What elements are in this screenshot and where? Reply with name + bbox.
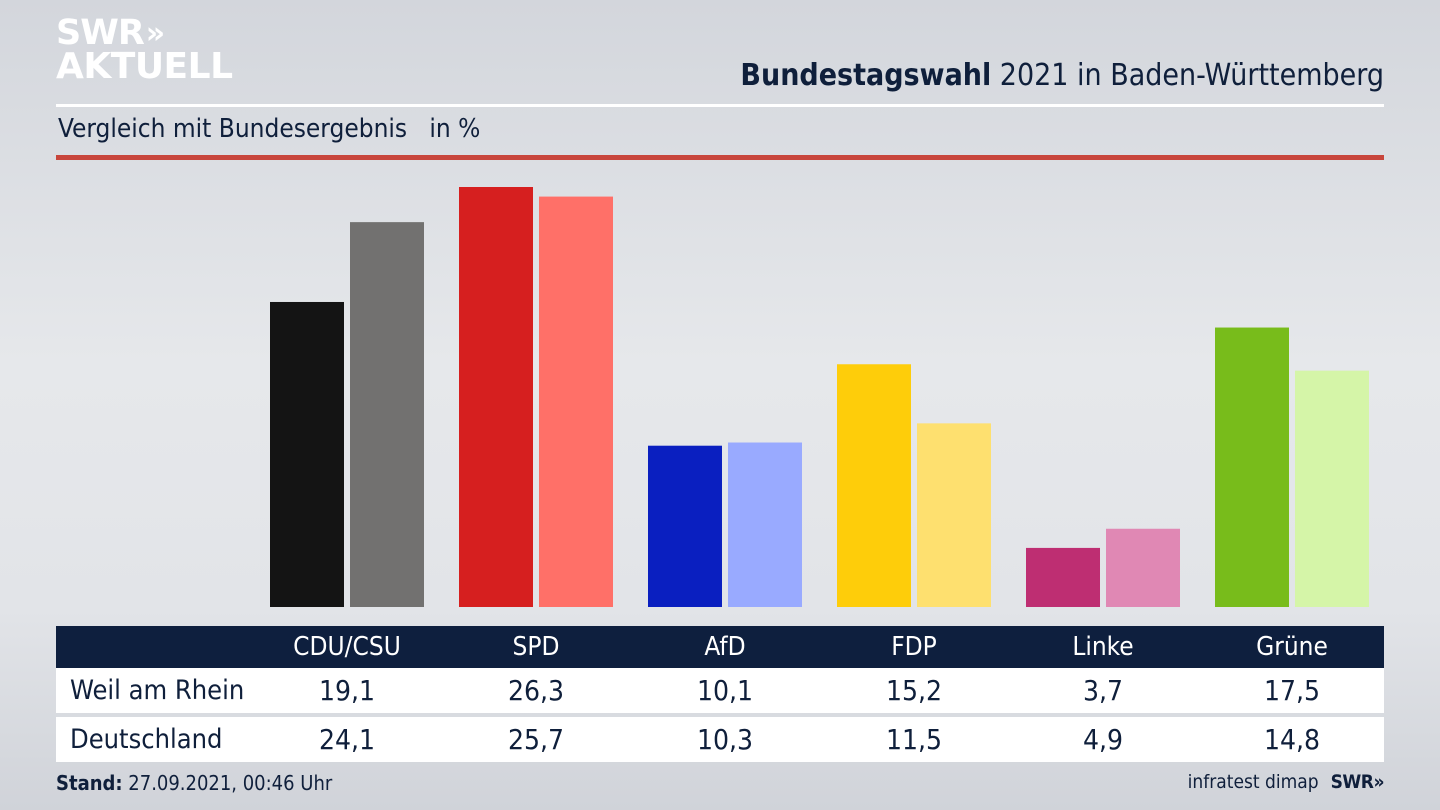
bar-gr-ne-weil-am-rhein [1215, 327, 1289, 607]
table-row: Weil am Rhein 19,1 26,3 10,1 15,2 3,7 17,5 [56, 668, 1384, 713]
accent-divider [56, 155, 1384, 160]
value-label: 19,1 [318, 674, 376, 707]
stand-value: 27.09.2021, 00:46 Uhr [122, 771, 333, 795]
table-header: CDU/CSU SPD AfD FDP Linke Grüne [56, 626, 1384, 668]
results-table: CDU/CSU SPD AfD FDP Linke Grüne Weil am Rhein… [56, 626, 1384, 762]
column-header: Grüne [1256, 632, 1328, 662]
row-label: Deutschland [70, 724, 223, 755]
column-header: CDU/CSU [293, 632, 401, 662]
column-header: AfD [704, 632, 746, 662]
value-label: 3,7 [1082, 674, 1124, 707]
bar-afd-weil-am-rhein [648, 445, 722, 607]
timestamp: Stand: 27.09.2021, 00:46 Uhr [56, 771, 332, 795]
logo-swr: SWR [56, 13, 145, 53]
swr-logo-small: SWR» [1330, 771, 1385, 793]
stand-label: Stand: [56, 771, 123, 795]
value-label: 10,1 [696, 674, 754, 707]
bar-cdu-csu-weil-am-rhein [270, 301, 344, 607]
value-label: 26,3 [507, 674, 565, 707]
column-header: SPD [512, 632, 560, 662]
bar-gr-ne-deutschland [1295, 370, 1369, 607]
value-label: 24,1 [318, 723, 376, 756]
bar-chart [270, 187, 1369, 607]
value-label: 25,7 [507, 723, 565, 756]
bar-spd-weil-am-rhein [459, 187, 533, 607]
swr-aktuell-logo: SWR» AKTUELL [56, 16, 233, 85]
page-title: Bundestagswahl 2021 in Baden-Württemberg [740, 58, 1384, 93]
title-rest: 2021 in Baden-Württemberg [991, 58, 1384, 93]
table-row: Deutschland 24,1 25,7 10,3 11,5 4,9 14,8 [56, 717, 1384, 762]
value-label: 17,5 [1263, 674, 1321, 707]
value-label: 4,9 [1082, 723, 1124, 756]
title-bold: Bundestagswahl [740, 58, 992, 93]
bar-fdp-deutschland [917, 423, 991, 607]
value-label: 15,2 [885, 674, 943, 707]
bar-cdu-csu-deutschland [350, 222, 424, 607]
value-label: 14,8 [1263, 723, 1321, 756]
value-label: 11,5 [885, 723, 943, 756]
logo-aktuell: AKTUELL [56, 46, 233, 87]
title-divider [56, 104, 1384, 107]
source-credit: infratest dimap SWR» [1187, 771, 1385, 793]
column-header: Linke [1072, 632, 1134, 662]
value-label: 10,3 [696, 723, 754, 756]
column-header: FDP [891, 632, 937, 662]
chart-subtitle: Vergleich mit Bundesergebnis in % [58, 114, 481, 144]
bar-spd-deutschland [539, 196, 613, 607]
bar-linke-deutschland [1106, 528, 1180, 607]
row-label: Weil am Rhein [70, 675, 245, 706]
source-name: infratest dimap [1187, 771, 1319, 793]
chevrons-icon: » [145, 15, 166, 51]
bar-linke-weil-am-rhein [1026, 547, 1100, 607]
bar-fdp-weil-am-rhein [837, 364, 911, 607]
bar-afd-deutschland [728, 442, 802, 607]
